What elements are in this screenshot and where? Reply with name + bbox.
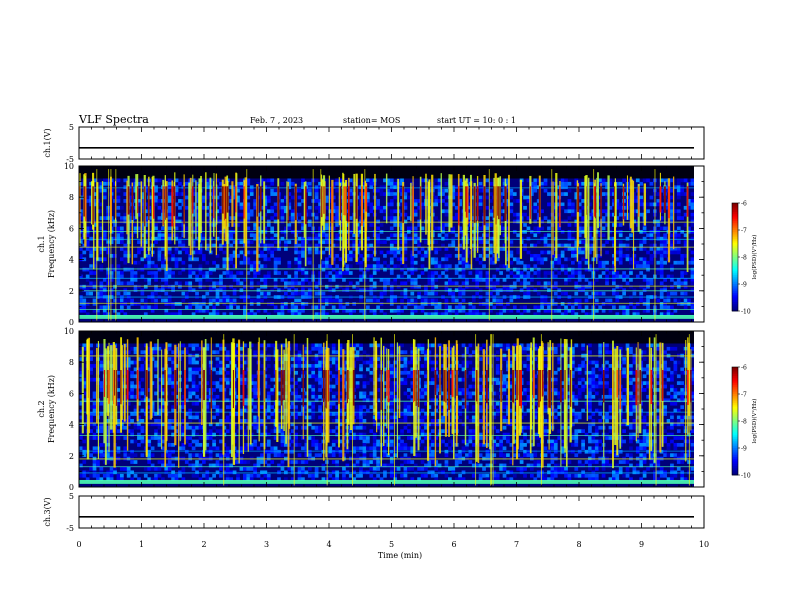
colorbar-tick-label: -9	[741, 446, 747, 453]
y-tick-label: 8	[69, 358, 74, 367]
y-tick-label: 6	[69, 389, 74, 398]
y-tick-label: 2	[69, 287, 74, 296]
x-axis: 0 1 2 3 4 5 6 7 8 9 10	[76, 540, 709, 549]
ch1-waveform-frame: 5 -5 ch.1(V)	[43, 123, 705, 164]
y-axis-label: Frequency (kHz)	[47, 210, 56, 278]
spectrogram-no-data	[694, 166, 704, 322]
y-axis-label: ch.1(V)	[43, 128, 52, 157]
y-tick-label: 6	[69, 224, 74, 233]
ch3-waveform-frame: 5 -5 ch.3(V)	[43, 492, 705, 533]
figure-title: VLF Spectra	[78, 113, 149, 126]
x-tick-label: 1	[139, 540, 144, 549]
start-time-label: start UT = 10: 0 : 1	[437, 116, 516, 125]
x-tick-label: 6	[451, 540, 456, 549]
station-label: station= MOS	[343, 116, 400, 125]
x-tick-label: 7	[514, 540, 519, 549]
y-tick-label: 0	[69, 318, 74, 327]
spectrogram-no-data	[694, 331, 704, 487]
colorbar-ch2-spectrogram: -6 -7 -8 -9 -10 log(PSD)(V²/Hz)	[731, 365, 758, 480]
y-tick-label: 4	[69, 256, 74, 265]
y-tick-label: 2	[69, 452, 74, 461]
spectrogram-top-band	[79, 331, 694, 344]
x-tick-label: 2	[201, 540, 206, 549]
x-tick-label: 3	[264, 540, 269, 549]
y-tick-label: 10	[64, 327, 74, 336]
colorbar-tick-label: -7	[741, 392, 747, 399]
y-axis-label: ch.1	[37, 235, 46, 252]
colorbar-tick-label: -6	[741, 365, 747, 372]
x-axis-label: Time (min)	[378, 551, 422, 560]
y-tick-label: 8	[69, 193, 74, 202]
colorbar-tick-label: -7	[741, 228, 747, 235]
x-tick-label: 4	[326, 540, 331, 549]
colorbar-tick-label: -10	[741, 309, 751, 316]
x-tick-label: 10	[699, 540, 709, 549]
y-axis-label: Frequency (kHz)	[47, 375, 56, 443]
y-tick-label: -5	[66, 524, 74, 533]
x-tick-label: 8	[576, 540, 581, 549]
y-tick-label: 10	[64, 162, 74, 171]
ch1-spectrogram-frame: 0 2 4 6 8 10 ch.1 Frequency (kHz)	[37, 162, 705, 327]
colorbar-ch1-spectrogram: -6 -7 -8 -9 -10 log(PSD)(V²/Hz)	[731, 201, 758, 316]
x-tick-label: 0	[76, 540, 81, 549]
colorbar-tick-label: -6	[741, 201, 747, 208]
x-tick-label: 9	[639, 540, 644, 549]
colorbar-label: log(PSD)(V²/Hz)	[751, 399, 758, 444]
ch2-spectrogram	[79, 331, 704, 487]
y-tick-label: 0	[69, 483, 74, 492]
colorbar-tick-label: -10	[741, 473, 751, 480]
ch2-spectrogram-frame: 0 2 4 6 8 10 ch.2 Frequency (kHz)	[37, 327, 705, 492]
y-tick-label: 4	[69, 421, 74, 430]
spectrogram-top-band	[79, 166, 694, 179]
y-tick-label: 5	[69, 492, 74, 501]
colorbar-label: log(PSD)(V²/Hz)	[751, 235, 758, 280]
colorbars: -6 -7 -8 -9 -10 log(PSD)(V²/Hz) -6 -7 -8 -9 -10 log…	[731, 201, 758, 480]
ch1-spectrogram	[78, 166, 704, 322]
x-tick-label: 5	[389, 540, 394, 549]
date-label: Feb. 7 , 2023	[250, 116, 303, 125]
y-axis-label: ch.2	[37, 400, 46, 417]
y-axis-label: ch.3(V)	[43, 497, 52, 526]
colorbar-tick-label: -8	[741, 255, 747, 262]
y-tick-label: 5	[69, 123, 74, 132]
colorbar-tick-label: -8	[741, 419, 747, 426]
colorbar-tick-label: -9	[741, 282, 747, 289]
y-tick-label: -5	[66, 155, 74, 164]
